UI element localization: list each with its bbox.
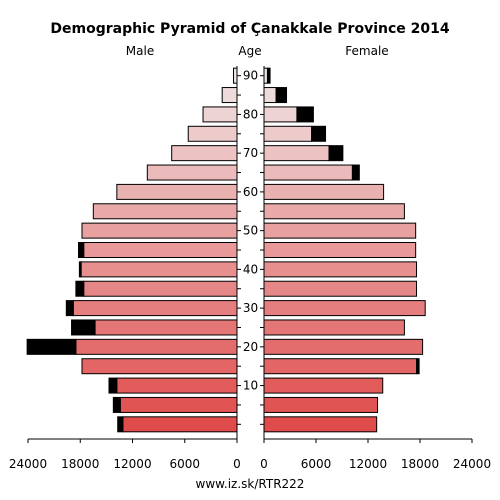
age-label-80: 80: [243, 107, 258, 121]
female-bar-65-69: [263, 164, 353, 181]
male-bar-75-79: [187, 125, 238, 142]
male-bar-35-39: [83, 280, 238, 297]
female-x-tick-label: 24000: [453, 457, 491, 471]
male-bar-60-64: [116, 183, 238, 200]
male-bar-45-49: [83, 242, 238, 258]
female-x-tick-label: 0: [260, 457, 268, 471]
female-bar-15-19: [263, 358, 418, 375]
male-bar-65-69: [146, 164, 238, 181]
male-bar-5-9: [119, 396, 238, 413]
female-excess-bar-85-89: [275, 87, 288, 104]
male-bar-70-74: [171, 145, 238, 162]
female-x-tick-label: 12000: [349, 457, 387, 471]
male-excess-bar-5-9: [112, 396, 121, 413]
male-bar-0-4: [122, 416, 238, 433]
female-bar-60-64: [263, 183, 385, 200]
age-label-30: 30: [243, 301, 258, 315]
female-bar-90+: [263, 67, 268, 84]
female-bar-20-24: [263, 338, 424, 355]
female-bar-35-39: [263, 280, 418, 297]
age-label-60: 60: [243, 185, 258, 199]
footer-source: www.iz.sk/RTR222: [196, 477, 305, 491]
female-excess-bar-75-79: [311, 125, 327, 142]
female-bar-45-49: [263, 242, 417, 258]
male-bar-10-14: [116, 377, 238, 394]
age-label-70: 70: [243, 146, 258, 160]
female-header: Female: [345, 44, 388, 58]
female-bar-85-89: [263, 87, 277, 104]
male-bar-90+: [233, 67, 238, 84]
female-excess-bar-80-84: [296, 106, 314, 123]
male-excess-bar-45-49: [78, 242, 85, 258]
female-bar-25-29: [263, 319, 405, 336]
male-bar-15-19: [81, 358, 238, 375]
male-x-tick-label: 6000: [169, 457, 200, 471]
female-x-tick-label: 6000: [301, 457, 332, 471]
x-axis-labels: 24000 18000 12000 6000 0 0 6000 12000 18000 24000: [9, 439, 491, 471]
female-excess-bar-65-69: [351, 164, 360, 181]
age-label-20: 20: [243, 340, 258, 354]
age-label-40: 40: [243, 262, 258, 276]
age-label-10: 10: [243, 379, 258, 393]
female-bar-50-54: [263, 222, 417, 239]
male-excess-bar-30-34: [65, 300, 74, 317]
age-labels: 10 20 30 40 50 60 70 80 90: [243, 69, 258, 393]
male-bar-55-59: [92, 203, 238, 220]
male-x-tick-label: 0: [233, 457, 241, 471]
male-bar-85-89: [221, 87, 238, 104]
female-bar-0-4: [263, 416, 378, 433]
male-excess-bar-10-14: [108, 377, 118, 394]
chart-title: Demographic Pyramid of Çanakkale Provinc…: [50, 21, 449, 37]
female-bar-55-59: [263, 203, 405, 220]
male-x-tick-label: 12000: [113, 457, 151, 471]
female-excess-bar-90+: [266, 67, 271, 84]
female-bar-30-34: [263, 300, 426, 317]
age-label-50: 50: [243, 224, 258, 238]
male-excess-bar-25-29: [71, 319, 96, 336]
male-bar-80-84: [202, 106, 238, 123]
female-x-tick-label: 18000: [401, 457, 439, 471]
female-excess-bar-15-19: [416, 358, 420, 375]
male-bar-25-29: [94, 319, 238, 336]
age-header: Age: [238, 44, 261, 58]
female-bar-70-74: [263, 145, 330, 162]
male-excess-bar-0-4: [117, 416, 124, 433]
female-bar-10-14: [263, 377, 384, 394]
male-x-tick-label: 24000: [9, 457, 47, 471]
male-bar-20-24: [75, 338, 238, 355]
male-header: Male: [126, 44, 154, 58]
male-excess-bar-35-39: [75, 280, 85, 297]
male-excess-bar-20-24: [26, 338, 77, 355]
female-bar-75-79: [263, 125, 313, 142]
male-bar-50-54: [81, 222, 238, 239]
female-bar-5-9: [263, 396, 379, 413]
male-excess-bar-40-44: [78, 261, 82, 278]
female-excess-bar-70-74: [328, 145, 344, 162]
bars: [26, 67, 426, 433]
age-label-90: 90: [243, 69, 258, 83]
female-bar-40-44: [263, 261, 418, 278]
female-bar-80-84: [263, 106, 298, 123]
male-bar-40-44: [80, 261, 238, 278]
male-bar-30-34: [72, 300, 238, 317]
male-x-tick-label: 18000: [61, 457, 99, 471]
